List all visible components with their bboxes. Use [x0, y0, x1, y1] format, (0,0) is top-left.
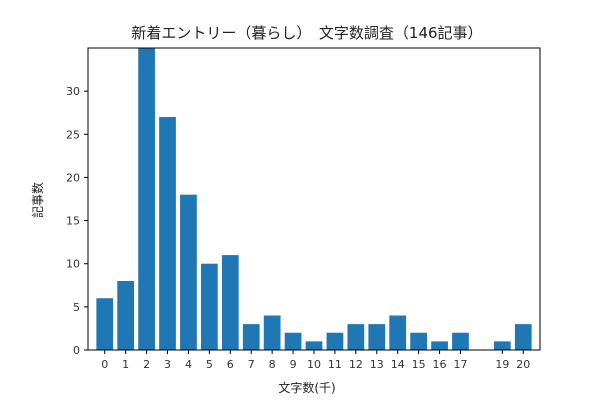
x-tick-label: 13: [370, 358, 384, 371]
chart-title: 新着エントリー（暮らし） 文字数調査（146記事）: [131, 24, 482, 42]
x-tick-label: 3: [164, 358, 171, 371]
x-tick-label: 4: [185, 358, 192, 371]
x-tick-label: 11: [328, 358, 342, 371]
x-tick-label: 19: [495, 358, 509, 371]
x-tick-label: 12: [349, 358, 363, 371]
bar-6: [221, 255, 239, 350]
bar-11: [326, 332, 344, 350]
x-tick-label: 6: [227, 358, 234, 371]
x-tick-label: 7: [248, 358, 255, 371]
plot-frame: [87, 47, 541, 351]
x-tick-label: 0: [101, 358, 108, 371]
bar-1: [117, 280, 135, 350]
x-tick-label: 17: [453, 358, 467, 371]
bar-16: [431, 341, 448, 350]
x-tick-label: 16: [433, 358, 447, 371]
y-axis-ticks: 0 5 10 15 20 25 30: [66, 85, 88, 357]
x-tick-label: 8: [269, 358, 276, 371]
x-tick-label: 1: [122, 358, 129, 371]
bar-20: [514, 324, 532, 350]
bar-8: [263, 315, 281, 350]
x-tick-label: 20: [516, 358, 530, 371]
bar-14: [389, 315, 407, 350]
y-tick-label: 20: [66, 171, 80, 184]
y-axis-label: 記事数: [30, 182, 45, 218]
x-tick-label: 10: [307, 358, 321, 371]
x-tick-label: 15: [412, 358, 426, 371]
bar-2: [138, 48, 155, 350]
bar-7: [242, 324, 260, 350]
bar-4: [180, 194, 197, 350]
bar-10: [305, 341, 323, 350]
bar-15: [410, 332, 427, 350]
bar-19: [493, 341, 511, 350]
bar-3: [159, 117, 176, 351]
x-tick-label: 2: [143, 358, 150, 371]
bar-17: [452, 332, 469, 350]
x-tick-label: 5: [206, 358, 213, 371]
x-tick-label: 14: [391, 358, 405, 371]
y-tick-label: 0: [73, 344, 80, 357]
y-tick-label: 5: [73, 301, 80, 314]
bar-0: [96, 298, 114, 350]
bar-12: [347, 324, 365, 350]
bar-5: [201, 263, 218, 350]
x-tick-label: 9: [290, 358, 297, 371]
x-axis-label: 文字数(千): [278, 380, 335, 395]
y-tick-label: 30: [66, 85, 80, 98]
x-axis-ticks: 0 1 2 3 4 5 6 7 8 9 10 11 12 13 14 15 16 17 19 20: [101, 350, 530, 371]
y-tick-label: 25: [66, 128, 80, 141]
bars-group: [96, 48, 532, 351]
y-tick-label: 15: [66, 215, 80, 228]
bar-9: [284, 332, 302, 350]
y-tick-label: 10: [66, 258, 80, 271]
bar-13: [368, 324, 386, 350]
